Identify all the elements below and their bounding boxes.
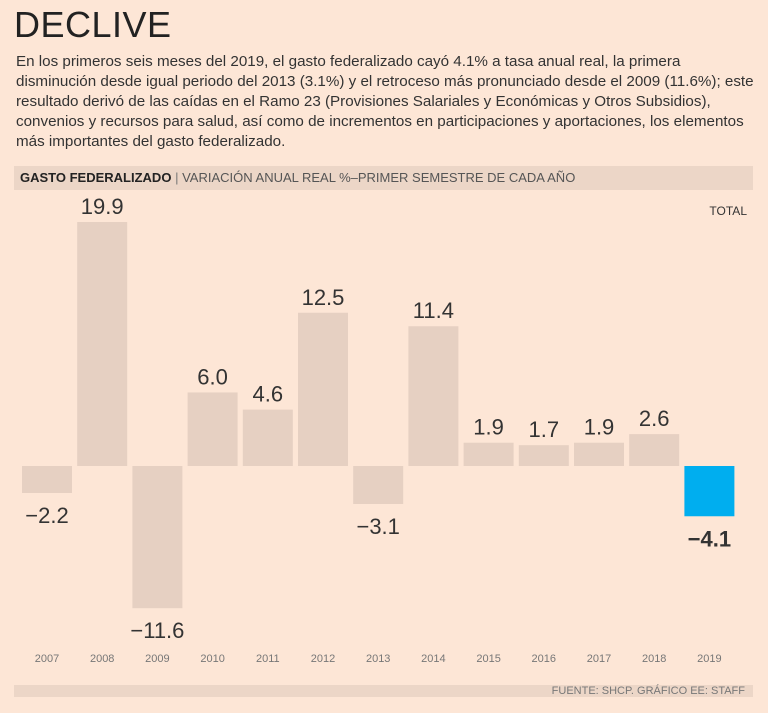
x-tick-2012: 2012 xyxy=(311,653,335,665)
x-tick-2016: 2016 xyxy=(532,653,556,665)
bar-2018 xyxy=(629,434,680,466)
bar-2019 xyxy=(684,466,735,517)
data-label-2013: −3.1 xyxy=(356,514,399,539)
bar-2017 xyxy=(574,442,624,466)
data-label-2014: 11.4 xyxy=(413,298,454,323)
x-tick-2013: 2013 xyxy=(366,653,390,665)
data-label-2011: 4.6 xyxy=(253,382,284,407)
bar-2008 xyxy=(77,222,128,466)
data-label-2007: −2.2 xyxy=(25,503,68,528)
source-note: FUENTE: SHCP. GRÁFICO EE: STAFF xyxy=(14,685,753,697)
x-tick-2019: 2019 xyxy=(697,653,721,665)
bar-2016 xyxy=(518,445,569,466)
chart-title: GASTO FEDERALIZADO xyxy=(20,170,172,185)
bar-2013 xyxy=(353,466,404,505)
x-tick-2015: 2015 xyxy=(476,653,500,665)
bar-2012 xyxy=(298,312,348,466)
data-label-2009: −11.6 xyxy=(130,618,184,643)
x-tick-2009: 2009 xyxy=(145,653,169,665)
legend-label: TOTAL xyxy=(709,204,747,218)
chart-subtitle: VARIACIÓN ANUAL REAL %–PRIMER SEMESTRE D… xyxy=(182,170,576,185)
bar-2014 xyxy=(408,326,459,466)
data-label-2008: 19.9 xyxy=(81,194,124,219)
x-tick-2010: 2010 xyxy=(200,653,224,665)
data-label-2015: 1.9 xyxy=(473,415,504,440)
description: En los primeros seis meses del 2019, el … xyxy=(16,53,754,150)
bar-2010 xyxy=(187,392,238,466)
bar-2015 xyxy=(463,442,514,466)
data-label-2017: 1.9 xyxy=(584,415,615,440)
data-label-2012: 12.5 xyxy=(302,285,345,310)
data-label-2018: 2.6 xyxy=(639,406,670,431)
x-tick-2008: 2008 xyxy=(90,653,114,665)
bar-2007 xyxy=(22,466,72,493)
data-label-2010: 6.0 xyxy=(197,364,228,389)
x-tick-2017: 2017 xyxy=(587,653,611,665)
bar-2009 xyxy=(132,466,183,609)
x-tick-2018: 2018 xyxy=(642,653,666,665)
x-tick-2007: 2007 xyxy=(35,653,59,665)
data-label-2016: 1.7 xyxy=(529,417,560,442)
data-label-2019: −4.1 xyxy=(688,526,731,551)
bar-2011 xyxy=(242,409,293,466)
chart-header: GASTO FEDERALIZADO | VARIACIÓN ANUAL REA… xyxy=(14,166,753,190)
x-tick-2014: 2014 xyxy=(421,653,445,665)
x-tick-2011: 2011 xyxy=(256,653,280,665)
page-title: DECLIVE xyxy=(14,4,172,45)
